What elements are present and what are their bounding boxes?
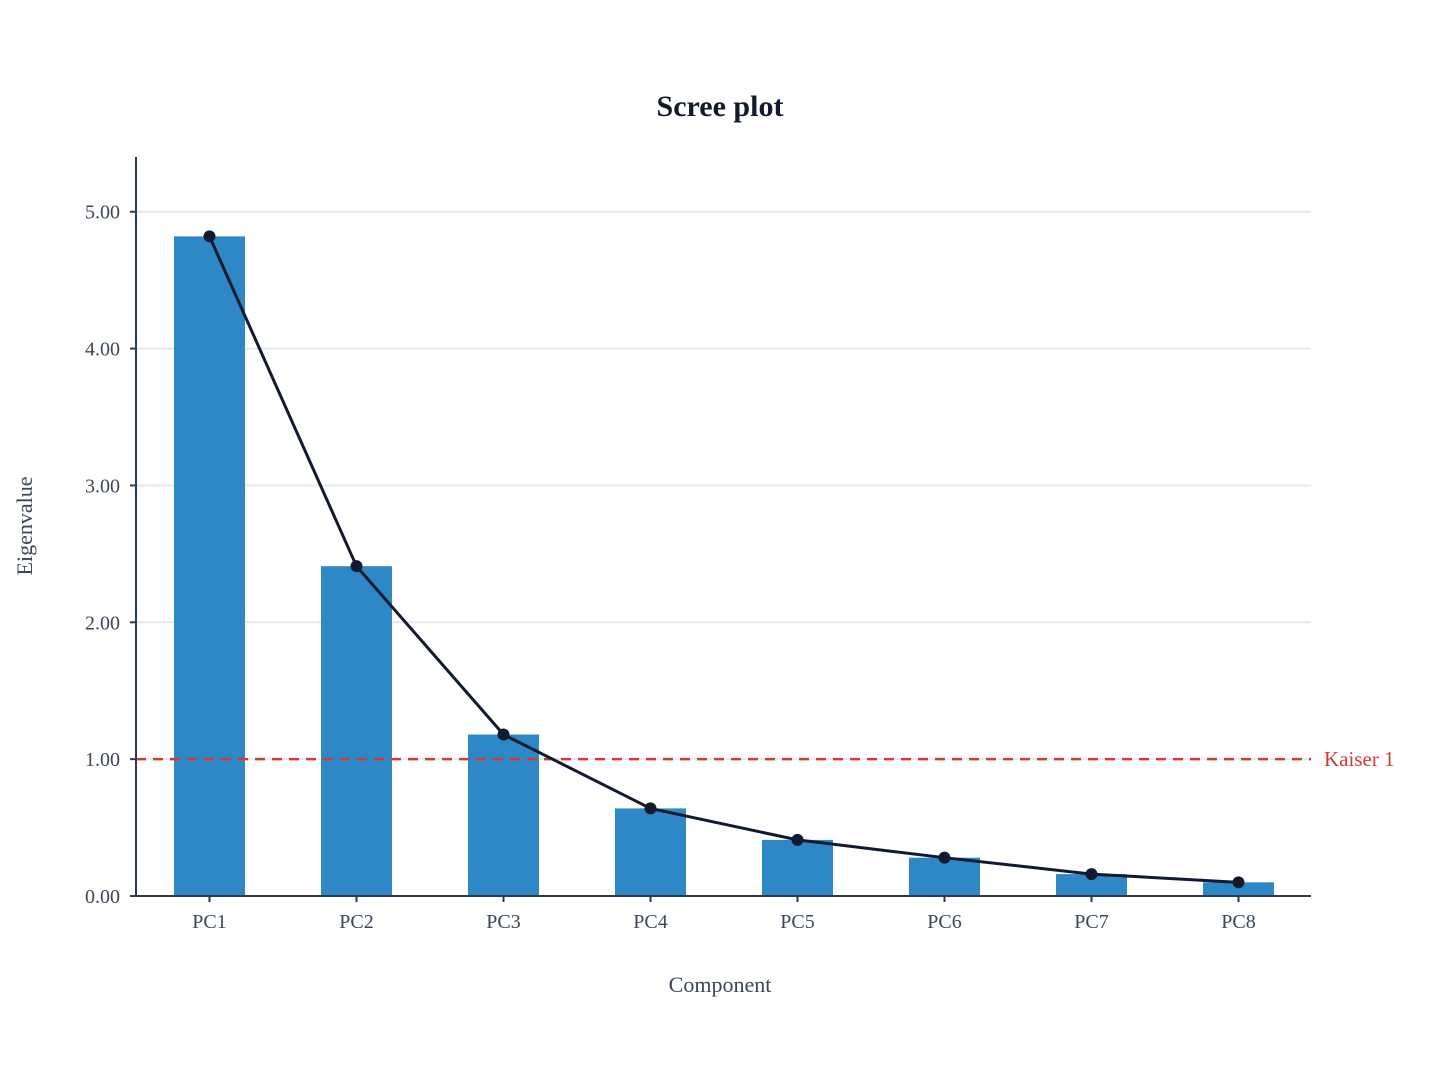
- x-tick-label-pc2: PC2: [339, 911, 373, 933]
- x-tick-label-pc6: PC6: [927, 911, 961, 933]
- bar-pc5: [762, 839, 833, 896]
- point-pc8: [1232, 876, 1245, 889]
- chart-title: Scree plot: [657, 90, 784, 123]
- bar-pc2: [321, 566, 392, 896]
- point-pc3: [497, 728, 510, 741]
- bar-pc3: [468, 734, 539, 896]
- bar-pc6: [909, 857, 980, 896]
- bar-pc1: [174, 236, 245, 896]
- point-pc7: [1085, 868, 1098, 881]
- bar-pc7: [1056, 874, 1127, 896]
- point-pc6: [938, 851, 951, 864]
- y-axis-label: Eigenvalue: [12, 477, 37, 576]
- x-tick-label-pc4: PC4: [633, 911, 667, 933]
- y-tick-label-1: 1.00: [85, 749, 120, 771]
- tick-labels: 0.00 1.00 2.00 3.00 4.00 5.00 PC1 PC2 PC3 PC4 PC5 P…: [85, 202, 1256, 933]
- y-tick-label-2: 2.00: [85, 612, 120, 634]
- bars: [174, 236, 1274, 896]
- point-pc4: [644, 802, 657, 815]
- bar-pc4: [615, 808, 686, 896]
- point-pc1: [203, 230, 216, 243]
- x-tick-label-pc8: PC8: [1221, 911, 1255, 933]
- x-tick-label-pc1: PC1: [192, 911, 226, 933]
- x-tick-label-pc3: PC3: [486, 911, 520, 933]
- x-axis-label: Component: [669, 972, 772, 997]
- axes: [135, 157, 1311, 897]
- y-tick-label-5: 5.00: [85, 202, 120, 224]
- x-tick-label-pc7: PC7: [1074, 911, 1108, 933]
- reference-line-group: Kaiser 1: [136, 747, 1395, 771]
- x-tick-label-pc5: PC5: [780, 911, 814, 933]
- y-tick-label-4: 4.00: [85, 339, 120, 361]
- eigenvalue-line: [208, 235, 1239, 884]
- line-overlay: [203, 230, 1245, 889]
- y-tick-label-0: 0.00: [85, 886, 120, 908]
- bar-pc8: [1203, 882, 1274, 896]
- y-tick-label-3: 3.00: [85, 475, 120, 497]
- kaiser-reference-label: Kaiser 1: [1324, 747, 1395, 771]
- grid-lines: [136, 210, 1311, 761]
- point-pc5: [791, 833, 804, 846]
- point-pc2: [350, 560, 363, 573]
